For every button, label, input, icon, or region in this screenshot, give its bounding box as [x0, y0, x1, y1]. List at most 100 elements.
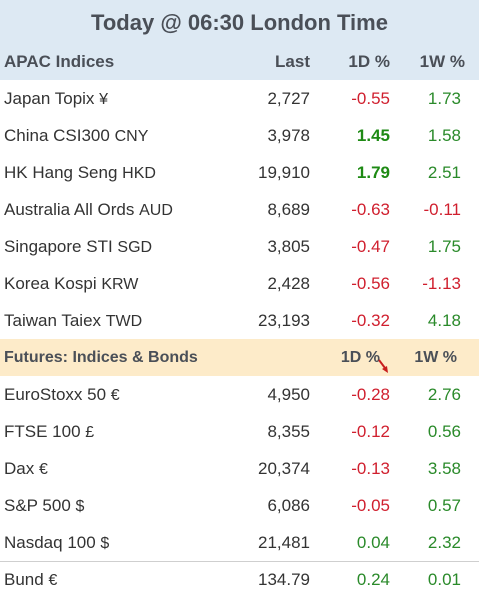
- apac-header-row: APAC Indices Last 1D % 1W %: [0, 43, 479, 80]
- one-week-change: 2.32: [427, 532, 461, 552]
- instrument-name: Taiwan Taiex: [4, 310, 102, 330]
- one-day-change: -0.13: [351, 458, 390, 478]
- one-week-change: 1.73: [427, 88, 461, 108]
- last-value: 3,978: [267, 125, 310, 145]
- table-row: China CSI300 CNY 3,978 1.45 1.58: [0, 117, 479, 154]
- one-day-change: -0.28: [351, 384, 390, 404]
- instrument-name-cell: FTSE 100 £: [0, 422, 232, 442]
- instrument-name: EuroStoxx 50: [4, 384, 107, 404]
- one-day-change: -0.63: [351, 199, 390, 219]
- currency-label: AUD: [139, 201, 173, 219]
- instrument-name: China CSI300: [4, 125, 110, 145]
- 1w-column-header: 1W %: [419, 51, 465, 71]
- currency-label: $: [75, 497, 85, 515]
- instrument-name: Korea Kospi: [4, 273, 97, 293]
- futures-table-body: EuroStoxx 50 €4,950 -0.28 2.76 FTSE 100 £ 8,…: [0, 376, 479, 598]
- table-row: Nasdaq 100 $21,481 0.04 2.32: [0, 524, 479, 561]
- one-week-change: 3.58: [427, 458, 461, 478]
- instrument-name-cell: Nasdaq 100 $: [0, 533, 232, 553]
- red-down-arrow-icon: [378, 358, 388, 373]
- one-day-change: -0.56: [351, 273, 390, 293]
- one-day-change: 0.24: [356, 570, 390, 589]
- last-value: 2,727: [267, 88, 310, 108]
- one-week-change: 1.75: [427, 236, 461, 256]
- one-week-change: 2.76: [427, 384, 461, 404]
- last-value: 19,910: [258, 162, 310, 182]
- instrument-name: FTSE 100: [4, 421, 81, 441]
- table-row: EuroStoxx 50 €4,950 -0.28 2.76: [0, 376, 479, 413]
- one-day-change: -0.05: [351, 495, 390, 515]
- last-value: 8,355: [267, 421, 310, 441]
- one-week-change: 0.56: [427, 421, 461, 441]
- last-value: 3,805: [267, 236, 310, 256]
- last-value: 21,481: [258, 532, 310, 552]
- one-week-change: 0.57: [427, 495, 461, 515]
- instrument-name-cell: Australia All Ords AUD: [0, 200, 232, 220]
- one-day-change: 1.79: [356, 162, 390, 182]
- one-week-change: 0.01: [427, 570, 461, 589]
- futures-1d-label: 1D %: [340, 348, 380, 366]
- instrument-name-cell: Singapore STI SGD: [0, 237, 232, 257]
- table-row: HK Hang Seng HKD 19,910 1.79 2.51: [0, 154, 479, 191]
- currency-label: €: [110, 386, 120, 404]
- one-week-change: 2.51: [427, 162, 461, 182]
- page-title: Today @ 06:30 London Time: [0, 0, 479, 43]
- last-column-header: Last: [275, 51, 310, 71]
- last-value: 20,374: [258, 458, 310, 478]
- instrument-name: Australia All Ords: [4, 199, 135, 219]
- currency-label: $: [100, 534, 110, 552]
- futures-1d-column-header: 1D %: [310, 348, 394, 373]
- futures-header-row: Futures: Indices & Bonds 1D % 1W %: [0, 339, 479, 376]
- futures-1w-column-header: 1W %: [414, 348, 457, 366]
- one-day-change: -0.12: [351, 421, 390, 441]
- table-row: Bund €134.79 0.24 0.01: [0, 561, 479, 598]
- instrument-name: S&P 500: [4, 495, 71, 515]
- instrument-name: Nasdaq 100: [4, 532, 96, 552]
- table-row: Taiwan Taiex TWD 23,193 -0.32 4.18: [0, 302, 479, 339]
- table-row: Australia All Ords AUD 8,689 -0.63 -0.11: [0, 191, 479, 228]
- instrument-name: Japan Topix: [4, 88, 95, 108]
- table-row: Dax €20,374 -0.13 3.58: [0, 450, 479, 487]
- table-row: FTSE 100 £ 8,355 -0.12 0.56: [0, 413, 479, 450]
- instrument-name-cell: Dax €: [0, 459, 232, 479]
- apac-table-body: Japan Topix ¥ 2,727 -0.55 1.73 China CSI300 …: [0, 80, 479, 339]
- instrument-name: Dax: [4, 458, 35, 478]
- one-day-change: 1.45: [356, 125, 390, 145]
- instrument-name-cell: Japan Topix ¥: [0, 89, 232, 109]
- one-day-change: 0.04: [356, 532, 390, 552]
- last-value: 4,950: [267, 384, 310, 404]
- table-row: Korea Kospi KRW 2,428 -0.56 -1.13: [0, 265, 479, 302]
- table-row: Japan Topix ¥ 2,727 -0.55 1.73: [0, 80, 479, 117]
- instrument-name-cell: Taiwan Taiex TWD: [0, 311, 232, 331]
- 1d-column-header: 1D %: [348, 51, 390, 71]
- one-week-change: -0.11: [423, 199, 462, 219]
- currency-label: HKD: [122, 164, 156, 182]
- last-value: 8,689: [267, 199, 310, 219]
- last-value: 6,086: [267, 495, 310, 515]
- instrument-name-cell: China CSI300 CNY: [0, 126, 232, 146]
- one-day-change: -0.55: [351, 88, 390, 108]
- table-row: S&P 500 $6,086 -0.05 0.57: [0, 487, 479, 524]
- apac-section-label: APAC Indices: [4, 51, 115, 71]
- one-week-change: 4.18: [427, 310, 461, 330]
- instrument-name-cell: HK Hang Seng HKD: [0, 163, 232, 183]
- one-day-change: -0.32: [351, 310, 390, 330]
- currency-label: SGD: [117, 238, 153, 256]
- instrument-name-cell: S&P 500 $: [0, 496, 232, 516]
- instrument-name: Singapore STI: [4, 236, 113, 256]
- last-value: 23,193: [258, 310, 310, 330]
- futures-section-label: Futures: Indices & Bonds: [4, 348, 198, 366]
- currency-label: €: [48, 572, 58, 589]
- currency-label: CNY: [114, 127, 149, 145]
- instrument-name-cell: Bund €: [0, 570, 232, 590]
- one-day-change: -0.47: [351, 236, 390, 256]
- instrument-name-cell: Korea Kospi KRW: [0, 274, 232, 294]
- currency-label: TWD: [105, 312, 143, 330]
- one-week-change: 1.58: [427, 125, 461, 145]
- currency-label: €: [38, 460, 48, 478]
- last-value: 134.79: [258, 570, 310, 589]
- instrument-name: HK Hang Seng: [4, 162, 118, 182]
- instrument-name: Bund: [4, 570, 44, 589]
- last-value: 2,428: [267, 273, 310, 293]
